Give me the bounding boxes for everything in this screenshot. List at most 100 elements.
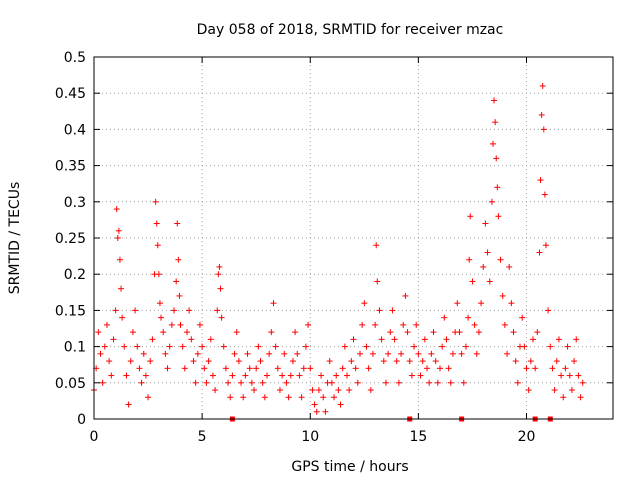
data-point [229, 372, 236, 379]
data-point [541, 191, 548, 198]
data-point [253, 365, 260, 372]
data-point [421, 336, 428, 343]
data-point [142, 372, 149, 379]
grid-lines [94, 57, 613, 419]
data-point [123, 372, 130, 379]
data-point [478, 300, 485, 307]
data-point [298, 394, 305, 401]
x-tick-label: 20 [518, 429, 536, 445]
data-point [225, 379, 232, 386]
data-point [469, 278, 476, 285]
data-point [542, 242, 549, 249]
data-point [387, 329, 394, 336]
data-point [179, 343, 186, 350]
data-point [149, 336, 156, 343]
x-tick-label: 5 [198, 429, 207, 445]
data-point [361, 300, 368, 307]
data-point [289, 358, 296, 365]
data-point [166, 343, 173, 350]
data-point [439, 343, 446, 350]
data-point [577, 394, 584, 401]
data-point [203, 379, 210, 386]
data-point [181, 365, 188, 372]
data-point [190, 358, 197, 365]
y-tick-label: 0.3 [64, 195, 86, 211]
data-point [201, 365, 208, 372]
data-point [147, 358, 154, 365]
data-point [382, 379, 389, 386]
data-point [341, 343, 348, 350]
data-point [113, 206, 120, 213]
data-point [287, 372, 294, 379]
data-point [471, 321, 478, 328]
data-point [216, 263, 223, 270]
data-points [91, 82, 586, 415]
data-point [235, 358, 242, 365]
data-point [212, 387, 219, 394]
data-point [521, 343, 528, 350]
data-point [359, 321, 366, 328]
data-point [494, 184, 501, 191]
data-point [376, 307, 383, 314]
data-point [484, 249, 491, 256]
data-point [261, 394, 268, 401]
data-point [424, 365, 431, 372]
data-point [242, 372, 249, 379]
data-point [119, 314, 126, 321]
data-point [313, 408, 320, 415]
data-point [233, 329, 240, 336]
data-point [217, 285, 224, 292]
data-point [491, 97, 498, 104]
data-point [227, 394, 234, 401]
data-point [352, 365, 359, 372]
data-point [573, 336, 580, 343]
data-point [413, 321, 420, 328]
data-point [434, 379, 441, 386]
data-point [183, 329, 190, 336]
data-point [443, 336, 450, 343]
data-point [112, 307, 119, 314]
data-point [283, 379, 290, 386]
data-point [350, 336, 357, 343]
data-point [255, 343, 262, 350]
data-point [456, 329, 463, 336]
data-point [475, 329, 482, 336]
data-point [268, 329, 275, 336]
data-point [196, 321, 203, 328]
data-point [482, 220, 489, 227]
data-point [270, 300, 277, 307]
data-point [154, 242, 161, 249]
data-point [335, 387, 342, 394]
data-point [240, 394, 247, 401]
data-point [328, 379, 335, 386]
data-point [140, 350, 147, 357]
data-point [205, 358, 212, 365]
data-point [175, 256, 182, 263]
data-point [114, 235, 121, 241]
data-point [458, 350, 465, 357]
data-point [447, 379, 454, 386]
data-point [281, 350, 288, 357]
data-point [320, 394, 327, 401]
x-axis-ticks: 0 5 10 15 20 [90, 57, 536, 445]
data-point [214, 307, 221, 314]
data-point [160, 329, 167, 336]
data-point [398, 350, 405, 357]
data-point [568, 387, 575, 394]
data-point [95, 329, 102, 336]
data-point [402, 292, 409, 299]
data-point [116, 256, 123, 263]
data-point [391, 336, 398, 343]
data-point [566, 372, 573, 379]
data-point [545, 307, 552, 314]
data-point [540, 126, 547, 133]
data-point [441, 314, 448, 321]
data-point [118, 285, 125, 292]
data-point [322, 408, 329, 415]
data-point [272, 343, 279, 350]
data-point [215, 271, 222, 278]
data-point [367, 387, 374, 394]
data-point [220, 343, 227, 350]
y-tick-label: 0.45 [55, 86, 86, 102]
y-tick-label: 0.35 [55, 159, 86, 175]
